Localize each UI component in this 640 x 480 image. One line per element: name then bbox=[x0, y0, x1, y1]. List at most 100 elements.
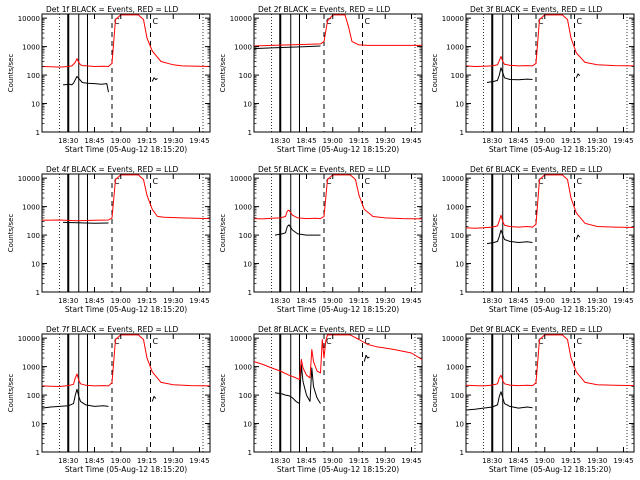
x-tick-label: 18:45 bbox=[84, 457, 104, 465]
y-tick-label: 100 bbox=[239, 72, 252, 80]
x-tick-label: 19:30 bbox=[587, 297, 607, 305]
y-tick-label: 10000 bbox=[442, 335, 464, 343]
series-line-lld-1 bbox=[465, 14, 635, 67]
series-line-events-0 bbox=[274, 363, 321, 405]
plot-frame bbox=[41, 333, 211, 453]
y-tick-label: 100 bbox=[27, 72, 40, 80]
x-tick-label: 19:00 bbox=[323, 297, 343, 305]
y-tick-label: 1000 bbox=[446, 204, 464, 212]
plot-frame bbox=[465, 173, 635, 293]
y-tick-label: 10 bbox=[243, 421, 252, 429]
series-line-events-2 bbox=[363, 354, 370, 362]
x-tick-label: 19:15 bbox=[137, 137, 157, 145]
x-tick-label: 19:30 bbox=[163, 297, 183, 305]
series-line-events-2 bbox=[151, 77, 158, 82]
marker-flag-label: C bbox=[538, 177, 544, 186]
x-tick-label: 18:30 bbox=[270, 297, 290, 305]
series-line-events-2 bbox=[575, 234, 581, 240]
x-tick-label: 19:15 bbox=[349, 297, 369, 305]
series-line-lld-1 bbox=[41, 334, 211, 387]
chart-panel-det-8f: Det 8f BLACK = Events, RED = LLD C C 1 10 100… bbox=[219, 325, 423, 474]
y-tick-label: 1 bbox=[248, 129, 252, 137]
y-tick-label: 10 bbox=[455, 261, 464, 269]
x-tick-label: 19:30 bbox=[163, 457, 183, 465]
series-line-events-0 bbox=[465, 391, 533, 411]
chart-panel-det-4f: Det 4f BLACK = Events, RED = LLD C C 1 10 100… bbox=[7, 165, 211, 314]
y-tick-label: 1 bbox=[460, 289, 464, 297]
chart-title: Det 8f BLACK = Events, RED = LLD bbox=[258, 325, 391, 334]
y-tick-label: 10000 bbox=[18, 335, 40, 343]
chart-panel-det-2f: Det 2f BLACK = Events, RED = LLD C C 1 10 100… bbox=[219, 5, 423, 154]
x-axis-label: Start Time (05-Aug-12 18:15:20) bbox=[65, 145, 187, 154]
x-tick-label: 19:30 bbox=[375, 457, 395, 465]
series-line-lld-1 bbox=[253, 174, 423, 220]
x-axis-label: Start Time (05-Aug-12 18:15:20) bbox=[489, 305, 611, 314]
chart-panel-det-9f: Det 9f BLACK = Events, RED = LLD C C 1 10 100… bbox=[431, 325, 635, 474]
plot-frame bbox=[253, 333, 423, 453]
x-tick-label: 18:45 bbox=[84, 137, 104, 145]
marker-flag-label: C bbox=[326, 177, 332, 186]
plot-frame bbox=[465, 333, 635, 453]
y-axis-label: Counts/sec bbox=[7, 214, 15, 253]
series-line-events-0 bbox=[486, 229, 533, 245]
y-tick-label: 1000 bbox=[446, 44, 464, 52]
x-tick-label: 18:45 bbox=[296, 457, 316, 465]
series-line-events-0 bbox=[62, 221, 109, 224]
chart-panel-det-5f: Det 5f BLACK = Events, RED = LLD C C 1 10 100… bbox=[219, 165, 423, 314]
x-tick-label: 19:15 bbox=[561, 137, 581, 145]
y-axis-label: Counts/sec bbox=[219, 374, 227, 413]
x-tick-label: 18:30 bbox=[482, 297, 502, 305]
chart-panel-det-3f: Det 3f BLACK = Events, RED = LLD C C 1 10 100… bbox=[431, 5, 635, 154]
x-tick-label: 19:15 bbox=[561, 297, 581, 305]
y-tick-label: 100 bbox=[451, 392, 464, 400]
y-tick-label: 1 bbox=[36, 449, 40, 457]
x-tick-label: 18:45 bbox=[508, 137, 528, 145]
plot-frame bbox=[253, 173, 423, 293]
marker-flag-label: C bbox=[153, 177, 159, 186]
plot-frame bbox=[41, 173, 211, 293]
x-tick-label: 18:45 bbox=[296, 297, 316, 305]
y-tick-label: 10 bbox=[31, 101, 40, 109]
chart-panel-det-7f: Det 7f BLACK = Events, RED = LLD C C 1 10 100… bbox=[7, 325, 211, 474]
x-axis-label: Start Time (05-Aug-12 18:15:20) bbox=[277, 305, 399, 314]
x-tick-label: 18:30 bbox=[270, 457, 290, 465]
x-tick-label: 19:45 bbox=[401, 457, 421, 465]
y-tick-label: 1000 bbox=[22, 204, 40, 212]
series-line-lld-1 bbox=[41, 14, 211, 68]
y-tick-label: 1000 bbox=[446, 364, 464, 372]
marker-flag-label: C bbox=[365, 337, 371, 346]
x-tick-label: 18:30 bbox=[270, 137, 290, 145]
series-line-events-0 bbox=[486, 67, 533, 83]
chart-panel-det-6f: Det 6f BLACK = Events, RED = LLD C C 1 10 100… bbox=[431, 165, 635, 314]
x-tick-label: 19:30 bbox=[375, 297, 395, 305]
y-tick-label: 1000 bbox=[234, 204, 252, 212]
y-tick-label: 10 bbox=[243, 101, 252, 109]
x-axis-label: Start Time (05-Aug-12 18:15:20) bbox=[65, 465, 187, 474]
y-axis-label: Counts/sec bbox=[431, 54, 439, 93]
x-tick-label: 19:15 bbox=[349, 457, 369, 465]
series-line-events-2 bbox=[151, 395, 157, 402]
series-line-lld-1 bbox=[253, 334, 423, 381]
y-tick-label: 10 bbox=[31, 261, 40, 269]
x-tick-label: 19:45 bbox=[401, 297, 421, 305]
marker-flag-label: C bbox=[326, 337, 332, 346]
x-axis-label: Start Time (05-Aug-12 18:15:20) bbox=[277, 145, 399, 154]
x-tick-label: 19:15 bbox=[349, 137, 369, 145]
series-line-events-2 bbox=[575, 397, 581, 403]
y-axis-label: Counts/sec bbox=[431, 374, 439, 413]
series-line-events-0 bbox=[41, 388, 109, 409]
x-tick-label: 18:30 bbox=[58, 457, 78, 465]
x-tick-label: 19:45 bbox=[613, 457, 633, 465]
series-line-events-2 bbox=[575, 73, 581, 78]
x-tick-label: 19:15 bbox=[561, 457, 581, 465]
y-tick-label: 10 bbox=[455, 421, 464, 429]
plot-frame bbox=[465, 13, 635, 133]
x-tick-label: 19:00 bbox=[111, 137, 131, 145]
marker-flag-label: C bbox=[365, 177, 371, 186]
y-tick-label: 10000 bbox=[230, 15, 252, 23]
x-tick-label: 19:45 bbox=[189, 137, 209, 145]
y-tick-label: 100 bbox=[451, 232, 464, 240]
x-tick-label: 19:45 bbox=[613, 137, 633, 145]
marker-flag-label: C bbox=[153, 337, 159, 346]
x-tick-label: 19:00 bbox=[323, 457, 343, 465]
